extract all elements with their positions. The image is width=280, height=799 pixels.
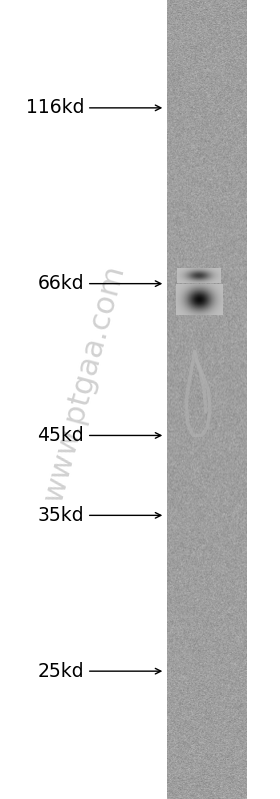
Text: 25kd: 25kd — [37, 662, 84, 681]
Text: 116kd: 116kd — [25, 98, 84, 117]
Text: www.ptgaa.com: www.ptgaa.com — [38, 262, 130, 505]
Text: 45kd: 45kd — [37, 426, 84, 445]
Text: 35kd: 35kd — [37, 506, 84, 525]
Text: 66kd: 66kd — [37, 274, 84, 293]
